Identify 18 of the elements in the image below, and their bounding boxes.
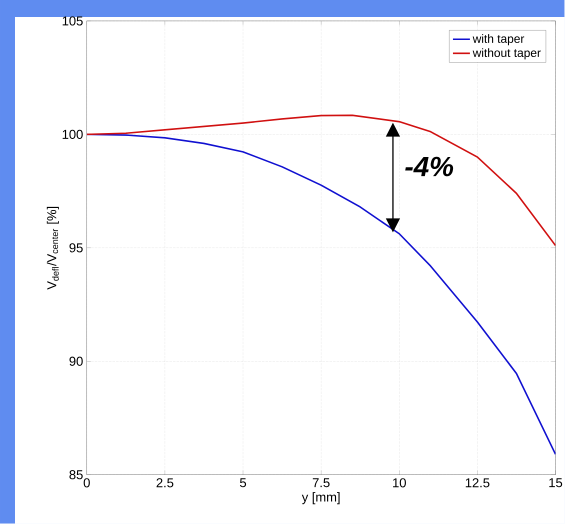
y-tick-label: 95 xyxy=(70,243,83,253)
annotation: -4% xyxy=(405,156,454,176)
y-tick-label: 90 xyxy=(70,356,83,366)
x-tick-label: 2.5 xyxy=(156,478,174,488)
x-tick-label: 15 xyxy=(549,478,562,488)
y-tick-label: 85 xyxy=(69,470,83,480)
legend-label: without taper xyxy=(472,48,541,60)
x-tick-label: 5 xyxy=(240,478,246,488)
y-tick-label: 105 xyxy=(62,16,83,26)
x-tick-label: 10 xyxy=(393,478,406,488)
y-tick-label: 100 xyxy=(62,130,83,140)
x-tick-label: 0 xyxy=(84,478,90,488)
y-axis-title: V$_{defl}$/V$_{center}$ [%] xyxy=(46,207,59,290)
legend-label: with taper xyxy=(472,34,524,46)
x-axis-title: y [mm] xyxy=(302,492,340,504)
x-tick-label: 12.5 xyxy=(466,478,490,488)
x-tick-label: 7.5 xyxy=(312,478,330,488)
line-series xyxy=(86,114,556,247)
